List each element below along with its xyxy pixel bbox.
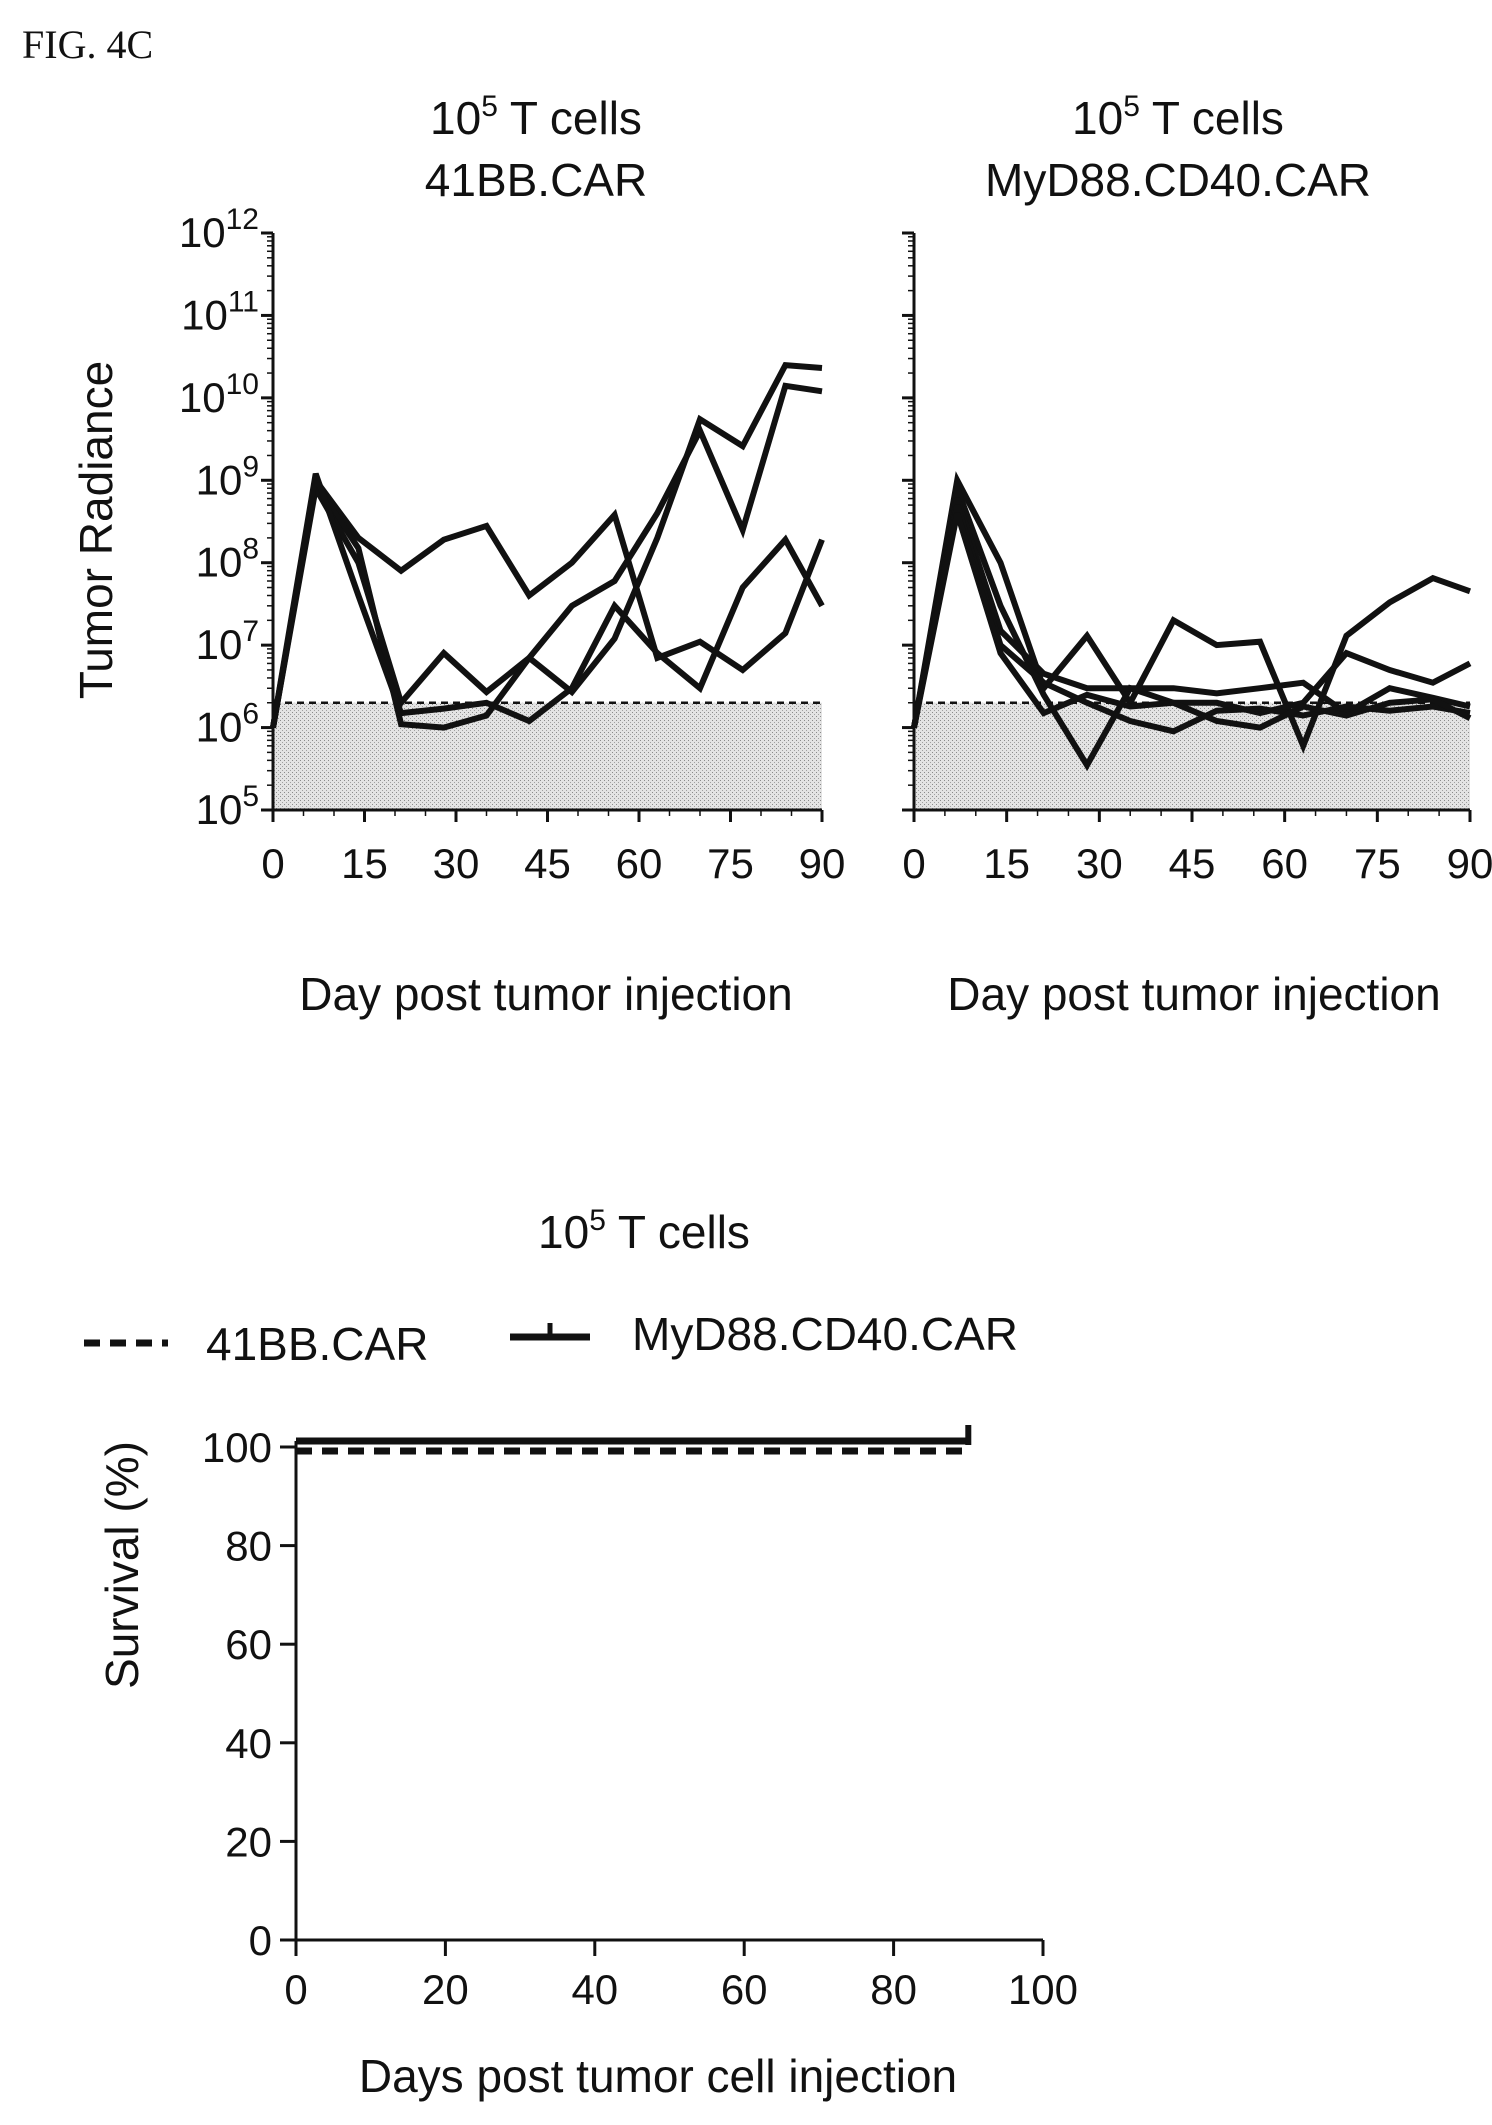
- panel-a-ytick-exp: 11: [228, 285, 259, 318]
- panel-a-ytick-base: 10: [196, 621, 243, 668]
- panel-a-ytick-base: 10: [196, 786, 243, 833]
- legend-label-myd88-cd40-car: MyD88.CD40.CAR: [632, 1308, 1018, 1360]
- panel-a-ytick-base: 10: [196, 456, 243, 503]
- panel-b-background-region: [914, 702, 1470, 810]
- panel-a-xtick-label: 30: [433, 840, 480, 887]
- panel-a-ylabel: Tumor Radiance: [70, 361, 122, 699]
- panel-a-xtick-label: 0: [261, 840, 284, 887]
- panel-a-ytick-label: 1010: [179, 368, 259, 421]
- panel-a-ytick-base: 10: [179, 374, 226, 421]
- panel-b-series-3: [911, 497, 1471, 729]
- panel-a-title-base: 10: [430, 92, 481, 144]
- panel-b-plot: 0 15 30 45 60 75 90: [902, 231, 1492, 887]
- panel-a-ytick-label: 1012: [179, 203, 259, 256]
- panel-a-ytick-label: 109: [196, 450, 259, 503]
- panel-c-ytick-label: 80: [225, 1523, 272, 1570]
- panel-a-xlabel: Day post tumor injection: [299, 968, 792, 1020]
- panel-b-xtick-label: 90: [1447, 840, 1492, 887]
- panel-a-xtick-label: 15: [341, 840, 388, 887]
- panel-b-title-rest: T cells: [1140, 92, 1284, 144]
- panel-c-xtick-label: 60: [721, 1966, 768, 2013]
- panel-b-series-4: [911, 504, 1471, 735]
- panel-c-title-rest: T cells: [606, 1206, 750, 1258]
- panel-b-title-exp: 5: [1123, 90, 1140, 123]
- panel-a-background-region: [273, 702, 822, 810]
- panel-c-title: 105 T cells: [538, 1204, 750, 1258]
- panel-c-ytick-label: 20: [225, 1818, 272, 1865]
- panel-c-xtick-label: 100: [1008, 1966, 1078, 2013]
- panel-b-xtick-label: 15: [983, 840, 1030, 887]
- panel-a-ytick-exp: 9: [242, 450, 259, 483]
- figure-label: FIG. 4C: [22, 22, 153, 67]
- panel-a-ytick-label: 1011: [181, 285, 259, 338]
- panel-a-series-3: [270, 361, 823, 729]
- panel-a-ytick-label: 106: [196, 698, 259, 751]
- panel-b-series-5: [911, 512, 1472, 731]
- panel-b-xtick-label: 60: [1261, 840, 1308, 887]
- panel-a-ytick-exp: 10: [226, 368, 259, 401]
- panel-b-xtick-label: 75: [1354, 840, 1401, 887]
- panel-c-title-base: 10: [538, 1206, 589, 1258]
- panel-b-series-1: [911, 471, 1472, 754]
- panel-b-title-line2: MyD88.CD40.CAR: [985, 154, 1371, 206]
- panel-c-xlabel: Days post tumor cell injection: [359, 2050, 957, 2102]
- panel-c-ytick-label: 60: [225, 1621, 272, 1668]
- panel-a-ytick-exp: 5: [242, 780, 259, 813]
- panel-a-series-1: [270, 472, 825, 729]
- panel-c-ytick-label: 40: [225, 1720, 272, 1767]
- panel-c-xtick-label: 80: [870, 1966, 917, 2013]
- panel-a-title-exp: 5: [481, 90, 498, 123]
- panel-a-ytick-base: 10: [196, 704, 243, 751]
- panel-a-xtick-label: 75: [707, 840, 754, 887]
- panel-a-ytick-label: 108: [196, 533, 259, 586]
- panel-a-xtick-label: 60: [616, 840, 663, 887]
- panel-b-xtick-label: 30: [1076, 840, 1123, 887]
- panel-b-xtick-label: 0: [902, 840, 925, 887]
- panel-a-xtick-label: 90: [799, 840, 846, 887]
- panel-c-ytick-label: 0: [249, 1917, 272, 1964]
- panel-a-ytick-base: 10: [179, 209, 226, 256]
- panel-a-ytick-exp: 6: [242, 698, 259, 731]
- panel-b-xlabel: Day post tumor injection: [947, 968, 1440, 1020]
- panel-survival: 105 T cells 41BB.CAR MyD88.CD40.CAR Surv…: [84, 1204, 1078, 2102]
- panel-c-plot: 0 20 40 60 80 100 0 20 40 60 80 100: [202, 1424, 1078, 2013]
- panel-b-title-line1: 105 T cells: [1072, 90, 1284, 144]
- panel-a-ytick-label: 105: [196, 780, 259, 833]
- panel-a-ytick-base: 10: [196, 539, 243, 586]
- panel-a-series-4: [270, 472, 825, 729]
- panel-a-ytick-exp: 12: [226, 203, 259, 236]
- panel-a-ytick-label: 107: [196, 615, 259, 668]
- panel-c-ytick-label: 100: [202, 1424, 272, 1471]
- panel-c-title-exp: 5: [589, 1204, 606, 1237]
- panel-myd88-cd40-car: 105 T cells MyD88.CD40.CAR 0 15 30 45 60 75 90…: [902, 90, 1492, 1020]
- legend: 41BB.CAR MyD88.CD40.CAR: [84, 1308, 1018, 1370]
- panel-a-title-rest: T cells: [498, 92, 642, 144]
- legend-label-41bb-car: 41BB.CAR: [206, 1318, 428, 1370]
- panel-c-ylabel: Survival (%): [96, 1441, 148, 1689]
- panel-a-ytick-exp: 7: [242, 615, 259, 648]
- panel-a-xtick-label: 45: [524, 840, 571, 887]
- panel-c-xtick-label: 20: [422, 1966, 469, 2013]
- panel-b-series-2: [911, 476, 1472, 772]
- panel-a-title-line2: 41BB.CAR: [425, 154, 647, 206]
- panel-b-xtick-label: 45: [1169, 840, 1216, 887]
- panel-c-xtick-label: 40: [571, 1966, 618, 2013]
- panel-a-ytick-base: 10: [181, 291, 228, 338]
- panel-b-title-base: 10: [1072, 92, 1123, 144]
- panel-a-title-line1: 105 T cells: [430, 90, 642, 144]
- panel-a-ytick-exp: 8: [242, 533, 259, 566]
- panel-c-xtick-label: 0: [284, 1966, 307, 2013]
- panel-41bb-car: 105 T cells 41BB.CAR Tumor Radiance 1051…: [70, 90, 845, 1020]
